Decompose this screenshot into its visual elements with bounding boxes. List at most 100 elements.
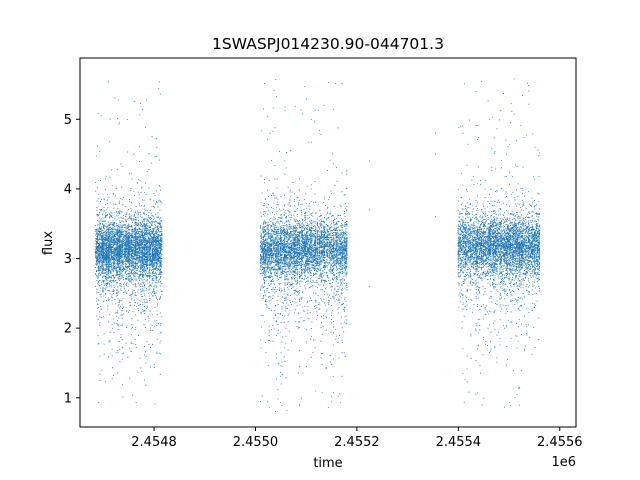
data-point [101, 265, 103, 266]
data-point [105, 246, 107, 248]
data-point [132, 259, 134, 260]
data-point [103, 353, 105, 355]
data-point [98, 285, 100, 286]
data-point [126, 247, 128, 249]
data-point [135, 251, 137, 253]
data-point [153, 228, 155, 230]
data-point [112, 193, 114, 194]
data-point [141, 278, 143, 280]
data-point [99, 252, 100, 254]
data-point [156, 239, 158, 241]
data-point [143, 253, 144, 255]
data-point [107, 231, 109, 233]
data-point [135, 262, 136, 264]
data-point [107, 252, 109, 254]
data-point [112, 259, 114, 261]
data-point [156, 270, 158, 271]
data-point [140, 277, 142, 279]
data-point [101, 267, 103, 269]
data-point [104, 280, 106, 282]
data-point [116, 225, 118, 227]
data-point [144, 222, 146, 224]
data-point [122, 240, 124, 242]
data-point [140, 367, 142, 369]
data-point [137, 265, 139, 267]
data-point [121, 240, 123, 242]
data-point [147, 282, 149, 284]
data-point [104, 234, 106, 236]
data-point [143, 199, 145, 201]
data-point [155, 225, 156, 227]
data-point [106, 241, 108, 243]
data-point [151, 260, 153, 261]
data-point [133, 231, 135, 233]
data-point [107, 229, 109, 231]
data-point [102, 316, 104, 318]
data-point [125, 232, 127, 234]
data-point [128, 265, 129, 267]
data-point [95, 267, 97, 269]
data-point [111, 236, 113, 238]
data-point [98, 217, 100, 219]
data-point [129, 310, 131, 312]
data-point [110, 232, 112, 234]
data-point [145, 355, 147, 357]
data-point [122, 229, 124, 230]
data-point [103, 261, 104, 263]
data-point [136, 233, 138, 235]
data-point [130, 263, 132, 265]
data-point [129, 251, 131, 253]
data-point [97, 219, 99, 221]
data-point [114, 299, 116, 301]
data-point [103, 264, 105, 266]
data-point [95, 273, 97, 275]
data-point [111, 262, 112, 264]
data-point [133, 257, 135, 259]
data-point [146, 246, 148, 248]
data-point [109, 251, 111, 253]
data-point [143, 220, 145, 222]
data-point [105, 244, 107, 246]
data-point [147, 257, 149, 258]
data-point [146, 222, 147, 224]
data-point [140, 311, 142, 313]
data-point [108, 268, 109, 270]
data-point [141, 260, 143, 262]
data-point [112, 253, 114, 254]
data-point [145, 225, 146, 227]
data-point [103, 259, 105, 261]
data-point [118, 240, 120, 241]
data-point [131, 220, 133, 222]
data-point [125, 278, 126, 279]
data-point [133, 238, 135, 240]
data-point [146, 240, 148, 242]
data-point [123, 243, 125, 245]
data-point [126, 266, 128, 268]
data-point [108, 229, 110, 231]
data-point [118, 248, 120, 250]
data-point [138, 259, 140, 260]
data-point [106, 264, 108, 266]
data-point [117, 273, 119, 275]
data-point [106, 272, 108, 274]
data-point [135, 280, 137, 281]
data-point [108, 232, 109, 234]
data-point [123, 241, 125, 243]
data-point [98, 316, 100, 318]
data-point [95, 241, 97, 243]
data-point [107, 237, 109, 239]
data-point [104, 259, 106, 260]
data-point [145, 193, 147, 195]
data-point [120, 252, 122, 254]
data-point [108, 256, 109, 257]
data-point [148, 271, 150, 273]
data-point [126, 233, 128, 235]
data-point [137, 238, 139, 240]
data-point [144, 253, 146, 255]
data-point [120, 230, 122, 232]
data-point [97, 232, 99, 234]
data-point [121, 234, 123, 236]
data-point [108, 212, 110, 214]
data-point [127, 237, 129, 239]
data-point [152, 270, 154, 272]
